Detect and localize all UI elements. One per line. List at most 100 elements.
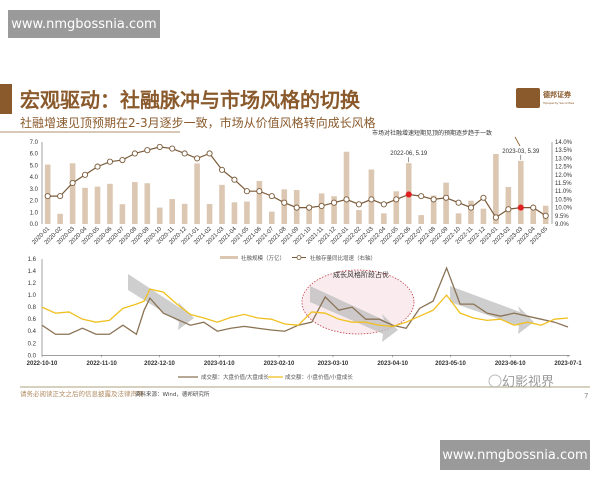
bar-2020-08 (132, 182, 138, 224)
bar-2020-03 (69, 163, 76, 224)
growth-point-2020-12 (181, 150, 188, 157)
footer-disclaimer: 请务必阅读正文之后的信息披露及法律声明 (20, 389, 144, 398)
legend-line-label: 社融存量同比增速（右轴） (310, 254, 376, 262)
bar-2023-01 (493, 153, 499, 224)
growth-point-2021-05 (243, 188, 250, 195)
y-tick-left: 5.0 (30, 163, 39, 169)
x-tick: 2023-07-1 (554, 361, 582, 367)
growth-point-2022-04 (380, 201, 387, 208)
growth-point-2020-08 (131, 150, 138, 157)
growth-point-2021-01 (194, 155, 201, 162)
logo-subtext: Topsperity Securities (542, 101, 575, 105)
growth-point-2023-01 (492, 214, 499, 221)
growth-point-2021-08 (281, 199, 288, 206)
bar-2022-09 (443, 182, 449, 224)
growth-point-2020-05 (94, 163, 101, 170)
y-tick: 1.2 (28, 281, 37, 287)
growth-point-2021-10 (306, 204, 313, 211)
growth-point-2020-06 (106, 158, 113, 165)
bar-2020-09 (144, 183, 151, 224)
y-tick: 0.4 (28, 329, 37, 335)
page-title: 宏观驱动：社融脉冲与市场风格的切换 (20, 88, 361, 112)
growth-point-2020-10 (156, 143, 163, 150)
social-financing-chart: 0.0 1.0 2.0 3.0 4.0 5.0 6.0 7.0 9.0% 9.5% 10.0% 10.… (30, 140, 573, 262)
footer-source: 资料来源：Wind，德邦研究所 (135, 390, 210, 398)
bar-2022-02 (356, 210, 362, 224)
y-tick-right: 11.0% (555, 189, 572, 195)
y-tick-right: 9.0% (555, 222, 569, 228)
bar-2021-04 (231, 202, 238, 224)
growth-point-2022-10 (455, 199, 462, 206)
x-tick: 2023-04-10 (377, 361, 408, 367)
growth-point-2020-03 (69, 179, 76, 187)
legend-bar-swatch (220, 256, 238, 259)
y-tick: 1.6 (28, 257, 37, 263)
growth-point-2021-04 (231, 176, 238, 183)
y-tick: 1.4 (28, 269, 37, 275)
growth-point-2020-07 (119, 156, 126, 164)
growth-point-2020-01 (44, 193, 51, 200)
y-tick-left: 7.0 (30, 140, 39, 146)
bar-2021-01 (194, 163, 200, 224)
bar-2022-12 (480, 208, 487, 224)
x-tick: 2023-06-10 (495, 361, 526, 367)
title-accent-bar (0, 84, 12, 114)
bar-2021-05 (244, 201, 250, 224)
legend-bar-label: 社融规模（万亿） (241, 254, 285, 262)
bar-2022-08 (430, 195, 437, 224)
trend-arrow (450, 286, 534, 334)
top-chart-annotation: 市场对社融增速短期见顶的预期逐步趋于一致 (372, 129, 492, 137)
y-tick: 0.0 (28, 353, 37, 359)
x-tick: 2023-05-10 (435, 361, 466, 367)
y-tick-right: 13.5% (555, 148, 573, 154)
growth-point-2023-05 (542, 212, 549, 219)
y-tick-right: 13.0% (555, 156, 573, 162)
growth-point-2021-07 (268, 193, 275, 200)
y-tick-right: 11.5% (555, 181, 572, 187)
growth-point-2022-11 (467, 204, 475, 211)
y-tick-right: 12.0% (555, 173, 573, 179)
bar-2020-10 (156, 207, 163, 224)
growth-point-2023-02 (505, 206, 512, 213)
y-tick: 0.2 (28, 341, 37, 347)
bar-2021-10 (306, 205, 312, 224)
x-tick: 2023-01-10 (204, 361, 235, 367)
growth-point-2022-12 (480, 194, 487, 201)
y-tick-right: 10.0% (555, 206, 573, 212)
x-tick: 2022-12-10 (144, 361, 175, 367)
growth-point-2022-06 (405, 191, 412, 198)
bar-2022-05 (393, 191, 400, 224)
y-tick-right: 9.5% (555, 214, 569, 220)
bar-2023-03 (518, 160, 524, 224)
x-tick: 2022-10-10 (27, 361, 58, 367)
y-tick: 0.6 (28, 317, 37, 323)
annotation-arrow (514, 136, 521, 147)
growth-point-2021-12 (330, 199, 338, 206)
small-cap-line (41, 288, 569, 328)
bar-2022-10 (455, 213, 462, 224)
y-tick-left: 0.0 (30, 222, 39, 228)
y-tick-right: 14.0% (555, 140, 573, 146)
watermark-top: www.nmgbossnia.com (8, 10, 160, 38)
growth-phase-label: 成长风格阶段占优 (333, 270, 389, 279)
turnover-ratio-chart: 0.0 0.2 0.4 0.6 0.8 1.0 1.2 1.4 1.6 2022-10-10 202… (27, 257, 583, 381)
growth-point-2022-05 (393, 196, 400, 203)
bar-2020-06 (107, 183, 113, 224)
bar-2021-06 (256, 181, 263, 224)
bar-2021-07 (269, 211, 275, 224)
y-tick-right: 10.5% (555, 197, 573, 203)
bar-2021-03 (219, 184, 225, 224)
x-tick: 2022-11-10 (87, 361, 118, 367)
bar-2022-07 (418, 215, 424, 224)
growth-point-2022-01 (343, 196, 350, 203)
trend-arrow (310, 286, 398, 342)
bar-highlight-label: 2023-03, 5.39 (502, 149, 540, 155)
growth-point-2023-04 (530, 204, 537, 211)
bar-2022-01 (343, 151, 350, 224)
legend-large-cap-label: 成交额：大盘价值/大盘成长 (201, 373, 269, 381)
brand-logo: 德邦证券 Topsperity Securities (516, 88, 575, 108)
legend-line-marker (296, 255, 302, 260)
trend-arrow (128, 274, 194, 330)
bar-2021-08 (281, 189, 288, 224)
